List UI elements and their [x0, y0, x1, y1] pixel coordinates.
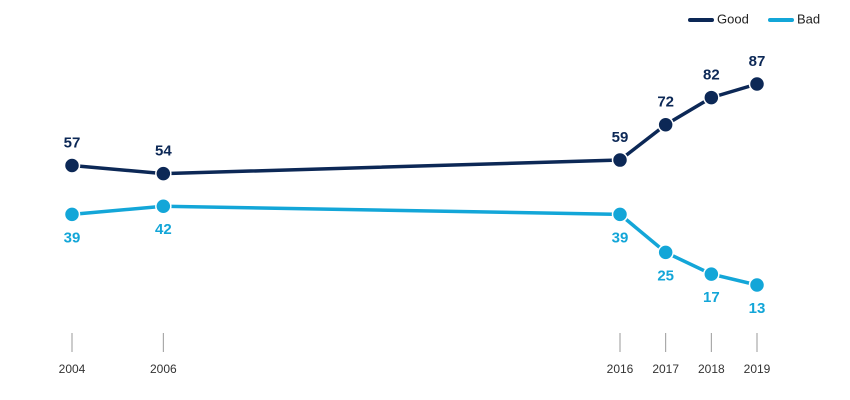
- point: [748, 276, 766, 294]
- x-tick-label: 2016: [607, 362, 634, 376]
- x-tick-label: 2019: [744, 362, 771, 376]
- point: [611, 206, 629, 223]
- point: [63, 206, 81, 223]
- data-label: 39: [612, 229, 629, 246]
- x-tick-label: 2017: [652, 362, 679, 376]
- series-line: [71, 82, 758, 176]
- data-label: 54: [155, 143, 172, 160]
- point: [63, 157, 81, 174]
- point: [748, 75, 766, 93]
- x-tick-label: 2004: [59, 362, 86, 376]
- point: [155, 165, 172, 182]
- point: [657, 244, 674, 261]
- point: [155, 197, 172, 215]
- x-tick-label: 2018: [698, 362, 725, 376]
- data-label: 42: [155, 221, 172, 238]
- point: [611, 151, 629, 169]
- point: [657, 116, 674, 133]
- data-label: 25: [657, 267, 674, 284]
- legend-label: Good: [717, 11, 749, 26]
- data-label: 39: [64, 229, 81, 246]
- data-label: 82: [703, 67, 720, 84]
- data-label: 13: [749, 300, 766, 317]
- data-label: 87: [749, 53, 766, 70]
- data-label: 57: [64, 134, 81, 151]
- data-label: 59: [612, 129, 629, 146]
- point: [703, 89, 720, 106]
- point: [703, 265, 720, 283]
- series-line: [71, 204, 758, 287]
- x-tick-label: 2006: [150, 362, 177, 376]
- data-label: 17: [703, 289, 720, 306]
- data-label: 72: [657, 94, 674, 111]
- legend-label: Bad: [797, 11, 820, 26]
